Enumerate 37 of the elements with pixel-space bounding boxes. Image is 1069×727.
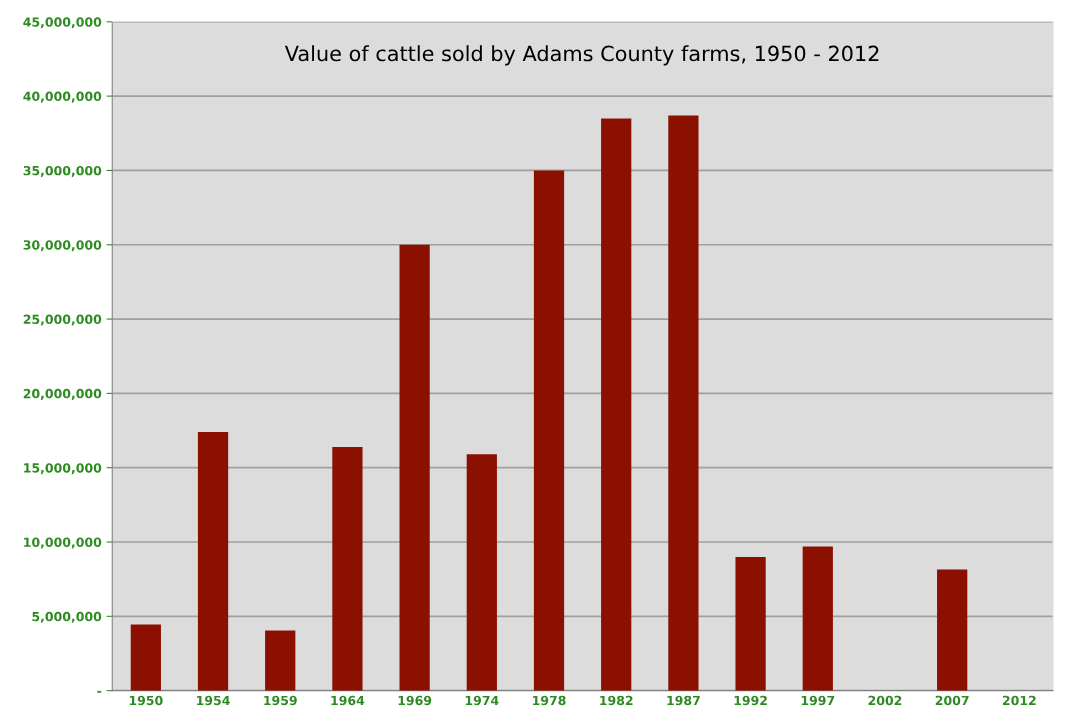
- bar: [668, 115, 699, 691]
- x-tick-label: 2002: [868, 695, 902, 706]
- x-tick-label: 2012: [1002, 695, 1036, 706]
- bar: [533, 170, 565, 691]
- x-tick-label: 1954: [197, 695, 230, 706]
- x-tick-label: 1950: [129, 695, 163, 706]
- x-tick-label: 2007: [935, 695, 969, 706]
- x-tick-label: 1959: [264, 695, 297, 706]
- bar: [735, 556, 766, 691]
- bar: [937, 569, 968, 691]
- x-tick-label: 1974: [465, 695, 499, 706]
- y-tick-label: 35,000,000: [23, 165, 102, 177]
- y-tick-label: -: [97, 690, 102, 693]
- bar: [466, 454, 497, 691]
- bar: [197, 432, 229, 691]
- y-tick-label: 15,000,000: [24, 463, 102, 475]
- x-tick-label: 1964: [331, 695, 365, 706]
- y-tick-label: 5,000,000: [32, 611, 102, 623]
- x-tick-label: 1992: [734, 695, 767, 706]
- bar: [399, 244, 430, 691]
- y-tick-label: 20,000,000: [23, 388, 102, 400]
- bar: [265, 630, 296, 691]
- y-tick-label: 30,000,000: [23, 240, 102, 252]
- x-tick-label: 1997: [801, 695, 835, 706]
- y-tick-label: 40,000,000: [23, 91, 102, 103]
- y-tick-label: 45,000,000: [23, 17, 102, 29]
- bar: [130, 624, 161, 691]
- x-tick-label: 1969: [398, 695, 432, 706]
- x-tick-label: 1982: [600, 695, 633, 706]
- y-tick-label: 25,000,000: [23, 314, 102, 326]
- y-tick-label: 10,000,000: [24, 537, 102, 549]
- bar: [802, 546, 833, 691]
- x-tick-label: 1978: [533, 695, 566, 706]
- x-tick-label: 1987: [667, 695, 700, 706]
- bar: [601, 118, 632, 691]
- text: Value of cattle sold by Adams County farms, 1950 - 2012: [284, 45, 879, 66]
- bar: [332, 446, 363, 691]
